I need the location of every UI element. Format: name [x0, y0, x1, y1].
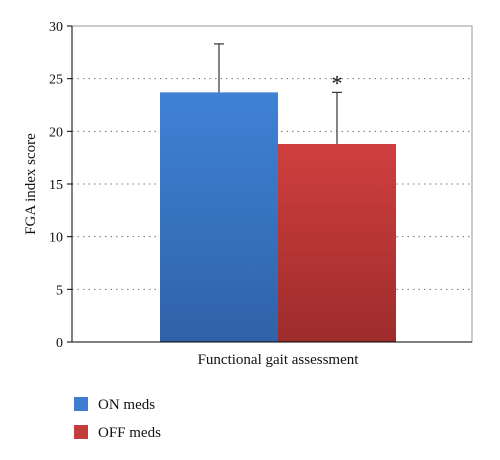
legend-label: OFF meds — [98, 425, 161, 441]
legend: ON meds OFF meds — [74, 397, 161, 441]
bar-off-meds — [278, 143, 396, 342]
y-tick-label: 5 — [56, 283, 63, 298]
significance-marker: * — [332, 70, 343, 95]
y-tick-label: 25 — [49, 73, 63, 88]
legend-swatch — [74, 397, 88, 411]
legend-swatch — [74, 425, 88, 439]
y-tick-label: 20 — [49, 125, 63, 140]
x-axis-label: Functional gait assessment — [198, 352, 360, 368]
grid-lines — [72, 78, 472, 290]
bars: * — [160, 43, 396, 342]
y-tick-label: 15 — [49, 178, 63, 193]
legend-label: ON meds — [98, 397, 155, 413]
y-axis-ticks: 0 5 10 15 20 25 30 — [49, 20, 72, 351]
y-tick-label: 10 — [49, 231, 63, 246]
y-axis-label: FGA index score — [23, 133, 39, 235]
y-tick-label: 0 — [56, 336, 63, 351]
bar-on-meds — [160, 92, 278, 342]
y-tick-label: 30 — [49, 20, 63, 35]
